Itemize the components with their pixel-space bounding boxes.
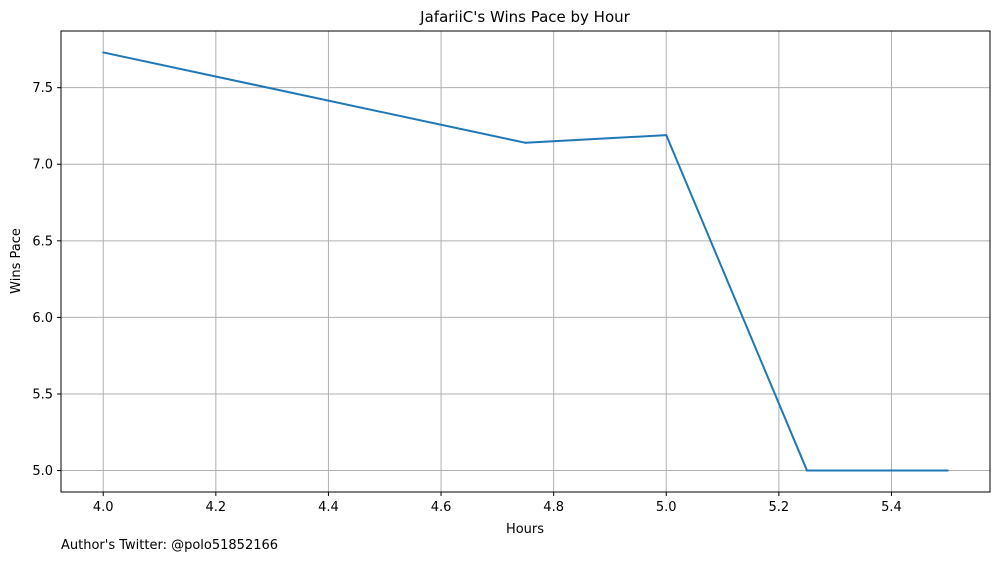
x-tick-label: 5.2 [769, 500, 790, 515]
x-tick-label: 4.4 [318, 500, 339, 515]
y-tick-label: 5.5 [32, 387, 53, 402]
x-axis-label: Hours [506, 522, 544, 537]
data-point [524, 141, 527, 144]
x-tick-label: 4.8 [543, 500, 564, 515]
data-point [102, 51, 105, 54]
author-twitter-note: Author's Twitter: @polo51852166 [61, 538, 279, 553]
data-point [946, 469, 949, 472]
chart-title: JafariiC's Wins Pace by Hour [419, 8, 630, 26]
y-tick-label: 6.0 [32, 311, 53, 326]
ticks: 4.0 4.2 4.4 4.6 4.8 5.0 5.2 5.4 5.0 5.5 6.0 6.5 7.0 7… [32, 81, 902, 515]
x-tick-label: 4.2 [205, 500, 226, 515]
y-tick-label: 5.0 [32, 464, 53, 479]
series-line [103, 51, 948, 472]
y-axis-label: Wins Pace [9, 228, 24, 294]
data-point [806, 469, 809, 472]
x-tick-label: 5.4 [881, 500, 902, 515]
grid [61, 31, 990, 492]
series-layer [102, 51, 949, 472]
plot-frame [60, 30, 991, 493]
y-tick-label: 7.0 [32, 158, 53, 173]
data-point [665, 134, 668, 137]
x-tick-label: 5.0 [656, 500, 677, 515]
y-tick-label: 6.5 [32, 234, 53, 249]
y-tick-label: 7.5 [32, 81, 53, 96]
x-tick-label: 4.6 [431, 500, 452, 515]
x-tick-label: 4.0 [93, 500, 114, 515]
